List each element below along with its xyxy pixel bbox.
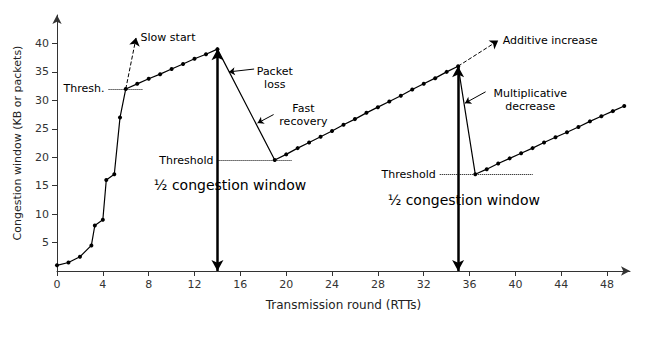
svg-text:15: 15 <box>35 179 49 192</box>
svg-text:0: 0 <box>54 278 61 291</box>
svg-text:48: 48 <box>600 278 614 291</box>
svg-text:32: 32 <box>417 278 431 291</box>
svg-text:25: 25 <box>35 122 49 135</box>
svg-text:decrease: decrease <box>505 100 555 113</box>
svg-text:½ congestion window: ½ congestion window <box>388 192 540 208</box>
svg-text:20: 20 <box>279 278 293 291</box>
svg-text:8: 8 <box>145 278 152 291</box>
svg-text:Slow start: Slow start <box>141 31 197 44</box>
svg-text:Thresh.: Thresh. <box>63 82 105 95</box>
svg-text:36: 36 <box>463 278 477 291</box>
svg-text:40: 40 <box>35 37 49 50</box>
svg-text:12: 12 <box>188 278 202 291</box>
svg-text:Packet: Packet <box>257 65 294 78</box>
svg-text:loss: loss <box>264 78 286 91</box>
svg-text:5: 5 <box>42 236 49 249</box>
svg-text:Transmission round (RTTs): Transmission round (RTTs) <box>265 298 422 312</box>
svg-text:½ congestion window: ½ congestion window <box>154 177 306 193</box>
svg-text:40: 40 <box>508 278 522 291</box>
svg-text:20: 20 <box>35 151 49 164</box>
svg-text:Threshold: Threshold <box>381 168 436 181</box>
svg-text:Fast: Fast <box>292 102 315 115</box>
svg-text:Additive increase: Additive increase <box>503 34 598 47</box>
svg-text:Threshold: Threshold <box>158 154 213 167</box>
svg-text:24: 24 <box>325 278 339 291</box>
svg-text:35: 35 <box>35 65 49 78</box>
svg-text:Congestion window (KB or packe: Congestion window (KB or packets) <box>11 46 24 241</box>
svg-text:30: 30 <box>35 94 49 107</box>
svg-text:10: 10 <box>35 208 49 221</box>
svg-text:44: 44 <box>554 278 568 291</box>
svg-text:16: 16 <box>233 278 247 291</box>
svg-text:recovery: recovery <box>279 115 328 128</box>
svg-text:4: 4 <box>99 278 106 291</box>
svg-text:Multiplicative: Multiplicative <box>494 87 568 100</box>
svg-text:28: 28 <box>371 278 385 291</box>
